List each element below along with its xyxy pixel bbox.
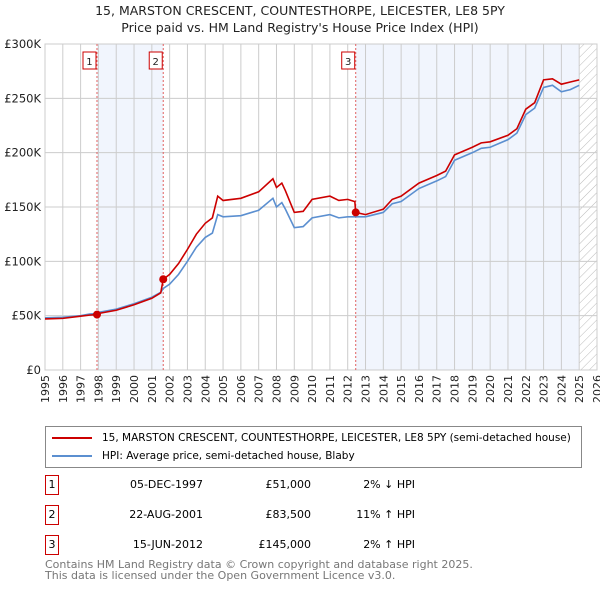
x-tick-label: 2008	[270, 375, 283, 403]
y-tick-label: £0	[26, 363, 41, 377]
sale-row: 3 15-JUN-2012 £145,000 2% ↑ HPI	[45, 535, 600, 557]
x-tick-label: 2006	[235, 375, 248, 403]
sale-price: £83,500	[265, 508, 312, 521]
legend-swatch-blue	[52, 455, 92, 457]
x-tick-label: 2015	[395, 375, 408, 403]
x-tick-label: 2005	[217, 375, 230, 403]
sale-label: 2	[153, 57, 159, 68]
x-tick-label: 2003	[181, 375, 194, 403]
x-tick-label: 2022	[520, 375, 533, 403]
sale-point	[92, 310, 101, 319]
y-tick-label: £200K	[4, 146, 41, 160]
x-tick-label: 2009	[288, 375, 301, 403]
x-tick-label: 1998	[92, 375, 105, 403]
legend-label: 15, MARSTON CRESCENT, COUNTESTHORPE, LEI…	[102, 432, 571, 444]
sale-label-box	[82, 51, 97, 70]
sale-marker-badge: 1	[45, 475, 59, 495]
legend-label: HPI: Average price, semi-detached house,…	[102, 450, 355, 462]
x-tick-label: 2010	[306, 375, 319, 403]
y-tick-label: £150K	[4, 200, 41, 214]
sale-row: 2 22-AUG-2001 £83,500 11% ↑ HPI	[45, 505, 600, 527]
sale-point	[351, 208, 360, 217]
sale-hpi-diff: 11% ↑ HPI	[356, 508, 415, 521]
legend: 15, MARSTON CRESCENT, COUNTESTHORPE, LEI…	[45, 426, 582, 468]
sale-row: 1 05-DEC-1997 £51,000 2% ↓ HPI	[45, 475, 600, 497]
y-tick-label: £250K	[4, 91, 41, 105]
x-tick-label: 2004	[199, 375, 212, 403]
x-tick-label: 2021	[502, 375, 515, 403]
sale-label: 3	[345, 57, 351, 68]
x-tick-label: 2024	[555, 375, 568, 403]
x-tick-label: 1999	[110, 375, 123, 403]
x-tick-label: 1995	[39, 375, 52, 403]
property-price-line	[44, 77, 580, 320]
sale-date: 05-DEC-1997	[129, 478, 203, 491]
sale-label-box	[148, 51, 163, 70]
sale-label: 1	[86, 57, 92, 68]
x-tick-label: 2000	[128, 375, 141, 403]
y-tick-label: £100K	[4, 254, 41, 268]
x-tick-label: 2001	[146, 375, 159, 403]
price-chart: 1995 1996 1997 1998 1999 2000 2001 2002 2003 2004…	[4, 37, 600, 403]
sale-hpi-diff: 2% ↑ HPI	[363, 538, 415, 551]
x-tick-label: 2019	[466, 375, 479, 403]
x-tick-label: 2020	[484, 375, 497, 403]
sale-price: £51,000	[265, 478, 312, 491]
x-tick-label: 2017	[431, 375, 444, 403]
x-tick-label: 2018	[449, 375, 462, 403]
x-tick-label: 1997	[75, 375, 88, 403]
sale-label-box	[341, 51, 356, 70]
x-tick-label: 2023	[538, 375, 551, 403]
x-tick-label: 2012	[342, 375, 355, 403]
x-tick-label: 1996	[57, 375, 70, 403]
sale-marker-badge: 3	[45, 535, 59, 555]
sale-point	[159, 275, 168, 284]
chart-title: 15, MARSTON CRESCENT, COUNTESTHORPE, LEI…	[95, 3, 505, 18]
x-tick-label: 2026	[591, 375, 600, 403]
legend-item-hpi: HPI: Average price, semi-detached house,…	[52, 448, 355, 464]
x-tick-label: 2025	[573, 375, 586, 403]
legend-item-property: 15, MARSTON CRESCENT, COUNTESTHORPE, LEI…	[52, 430, 571, 446]
x-tick-label: 2002	[164, 375, 177, 403]
sale-hpi-diff: 2% ↓ HPI	[363, 478, 415, 491]
footer-licence: This data is licensed under the Open Gov…	[45, 569, 396, 582]
y-tick-label: £50K	[12, 309, 42, 323]
chart-subtitle: Price paid vs. HM Land Registry's House …	[121, 20, 479, 35]
x-tick-label: 2007	[253, 375, 266, 403]
sale-date: 15-JUN-2012	[132, 538, 203, 551]
footer-copyright: Contains HM Land Registry data © Crown c…	[45, 558, 473, 571]
x-tick-label: 2011	[324, 375, 337, 403]
y-tick-label: £300K	[4, 37, 41, 51]
sale-marker-badge: 2	[45, 505, 59, 525]
plot-border	[44, 43, 598, 371]
sale-date: 22-AUG-2001	[129, 508, 203, 521]
x-tick-label: 2013	[360, 375, 373, 403]
x-tick-label: 2014	[377, 375, 390, 403]
x-tick-label: 2016	[413, 375, 426, 403]
sale-price: £145,000	[258, 538, 312, 551]
legend-swatch-red	[52, 437, 92, 439]
